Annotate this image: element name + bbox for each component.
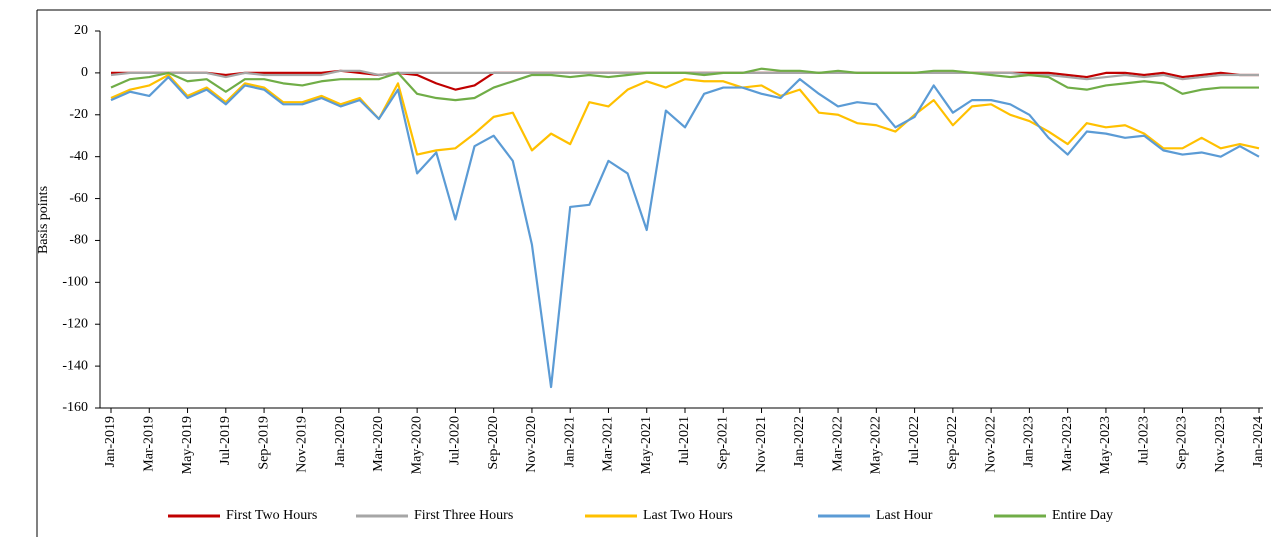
x-tick-label: May-2023 — [1098, 416, 1113, 474]
x-tick-label: Mar-2022 — [830, 416, 845, 472]
x-tick-label: Jul-2022 — [907, 416, 922, 465]
x-tick-label: Jul-2021 — [677, 416, 692, 465]
legend-label: First Three Hours — [414, 508, 513, 523]
x-tick-label: Sep-2020 — [486, 416, 501, 470]
x-tick-label: Nov-2022 — [983, 416, 998, 473]
x-tick-label: Mar-2019 — [141, 416, 156, 472]
y-tick-label: -60 — [69, 191, 88, 206]
x-tick-label: May-2022 — [869, 416, 884, 474]
x-tick-label: Jan-2023 — [1022, 416, 1037, 467]
x-tick-label: Nov-2020 — [524, 416, 539, 473]
x-tick-label: Nov-2019 — [295, 416, 310, 473]
x-tick-label: Nov-2023 — [1213, 416, 1228, 473]
x-tick-label: Nov-2021 — [754, 416, 769, 473]
y-tick-label: 0 — [81, 65, 88, 80]
y-tick-label: -160 — [62, 400, 88, 415]
x-tick-label: Jan-2022 — [792, 416, 807, 467]
x-tick-label: May-2020 — [409, 416, 424, 474]
series-line — [110, 73, 1260, 156]
x-tick-label: Mar-2021 — [601, 416, 616, 472]
y-tick-label: -40 — [69, 149, 88, 164]
x-tick-label: Jan-2019 — [103, 416, 118, 467]
x-tick-label: Jul-2020 — [448, 416, 463, 465]
y-tick-label: -80 — [69, 233, 88, 248]
x-tick-label: Jan-2020 — [333, 416, 348, 467]
legend-label: First Two Hours — [226, 508, 317, 523]
legend-label: Entire Day — [1052, 508, 1113, 523]
legend-label: Last Hour — [876, 508, 933, 523]
x-tick-label: Mar-2020 — [371, 416, 386, 472]
x-tick-label: Sep-2023 — [1175, 416, 1190, 470]
y-tick-label: -120 — [62, 316, 88, 331]
x-tick-label: Sep-2019 — [256, 416, 271, 470]
y-axis-label: Basis points — [36, 186, 51, 254]
series-line — [110, 75, 1260, 389]
x-tick-label: Jan-2021 — [562, 416, 577, 467]
x-tick-label: Sep-2021 — [715, 416, 730, 470]
x-tick-label: Mar-2023 — [1060, 416, 1075, 472]
series-line — [110, 67, 1259, 102]
x-tick-label: Jul-2023 — [1136, 416, 1151, 465]
y-tick-label: 20 — [74, 23, 88, 38]
y-tick-label: -140 — [62, 358, 88, 373]
y-tick-label: -100 — [62, 275, 88, 290]
x-tick-label: May-2019 — [180, 416, 195, 474]
x-tick-label: Jan-2024 — [1251, 416, 1266, 467]
x-tick-label: May-2021 — [639, 416, 654, 474]
y-tick-label: -20 — [69, 107, 88, 122]
x-tick-label: Sep-2022 — [945, 416, 960, 470]
legend-label: Last Two Hours — [643, 508, 733, 523]
x-tick-label: Jul-2019 — [218, 416, 233, 465]
